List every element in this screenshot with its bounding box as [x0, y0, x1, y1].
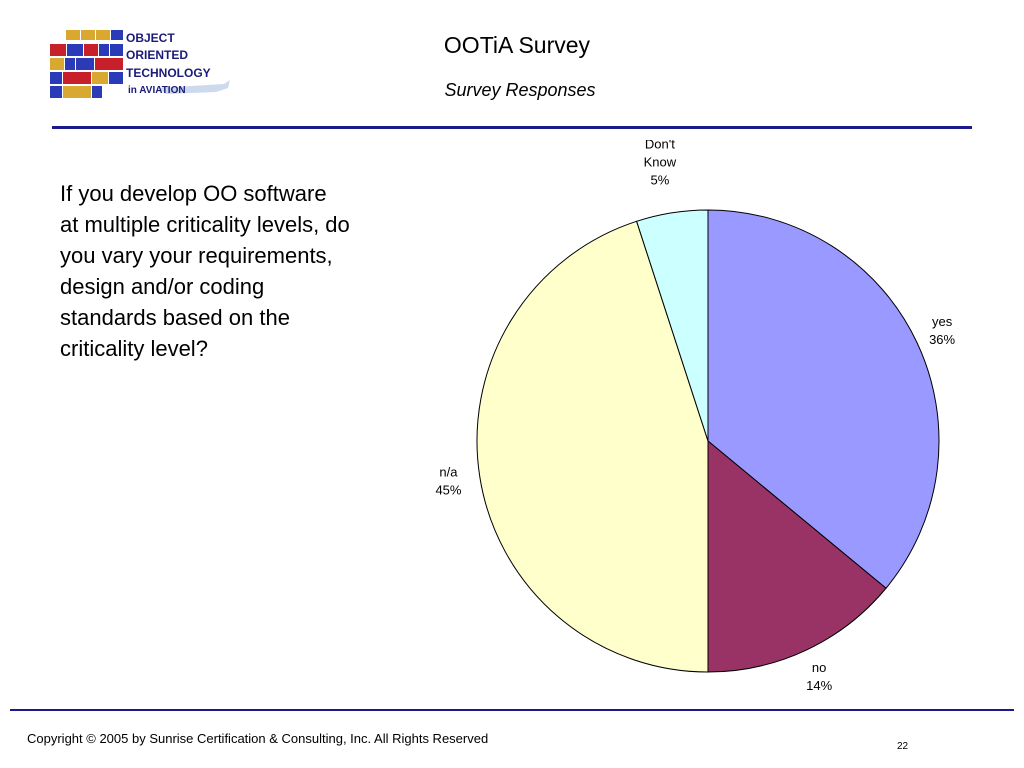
- logo-blocks: [50, 30, 123, 98]
- header-divider: [52, 126, 972, 129]
- footer-divider: [10, 709, 1014, 711]
- airplane-icon: [158, 80, 230, 94]
- logo-line3: TECHNOLOGY: [126, 66, 211, 80]
- pie-label-n-a: n/a 45%: [435, 464, 461, 497]
- logo-line2: ORIENTED: [126, 48, 188, 62]
- pie-label-yes: yes 36%: [929, 314, 955, 347]
- pie-label-don-t-know: Don't Know 5%: [644, 140, 677, 188]
- logo-line4: in AVIATION: [128, 85, 186, 96]
- page-title: OOTiA Survey: [443, 32, 591, 58]
- page-subtitle: Survey Responses: [444, 80, 596, 100]
- pie-chart: yes 36% no 14% n/a 45% Don't Know 5%: [435, 140, 955, 693]
- pie-slice-n-a: [476, 220, 709, 673]
- page-number: 22: [897, 741, 909, 752]
- pie-slice-don-t-know: [635, 209, 709, 442]
- logo-line1: OBJECT: [126, 31, 175, 45]
- survey-question: If you develop OO software at multiple c…: [60, 181, 350, 361]
- ootia-logo: OBJECT ORIENTED TECHNOLOGY in AVIATION: [50, 30, 230, 98]
- pie-slice-yes: [707, 209, 940, 589]
- pie-label-no: no 14%: [806, 660, 832, 693]
- copyright-notice: Copyright © 2005 by Sunrise Certificatio…: [27, 731, 489, 746]
- pie-slice-no: [707, 439, 887, 673]
